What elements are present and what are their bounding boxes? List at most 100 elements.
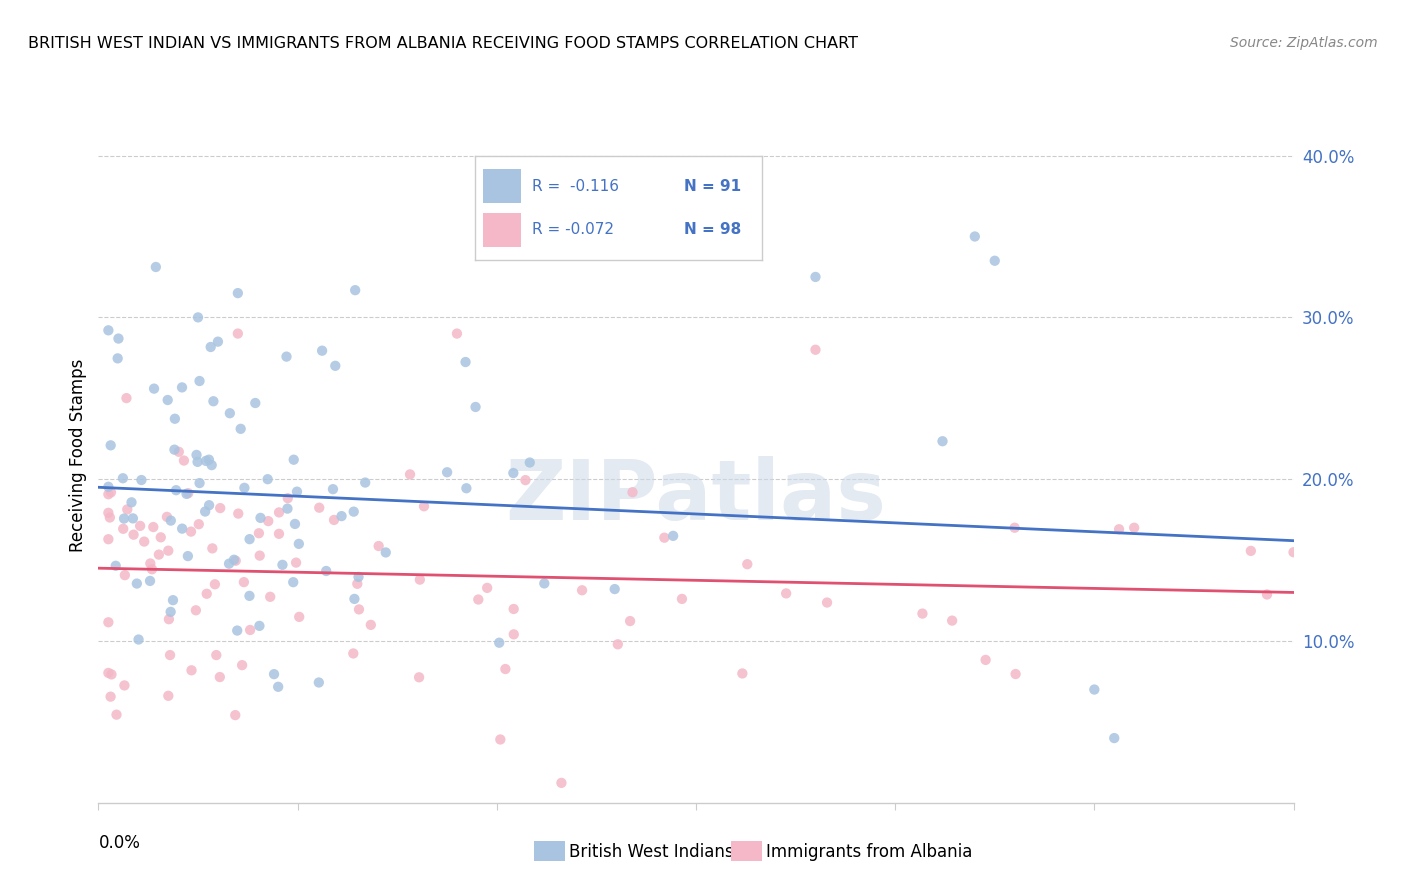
Point: [121, 495, 143, 509]
Point: [100, 485, 122, 500]
Point: [941, 614, 963, 628]
Point: [104, 558, 127, 573]
Point: [157, 543, 180, 558]
Point: [148, 548, 170, 562]
Text: British West Indians: British West Indians: [569, 843, 734, 861]
Text: BRITISH WEST INDIAN VS IMMIGRANTS FROM ALBANIA RECEIVING FOOD STAMPS CORRELATION: BRITISH WEST INDIAN VS IMMIGRANTS FROM A…: [28, 36, 858, 51]
Point: [330, 509, 353, 524]
Point: [263, 667, 285, 681]
Point: [911, 607, 934, 621]
Point: [464, 400, 486, 414]
Point: [163, 411, 186, 425]
Point: [111, 471, 134, 485]
Point: [662, 529, 685, 543]
Point: [775, 586, 797, 600]
Point: [277, 491, 299, 505]
Point: [218, 406, 240, 420]
Point: [139, 574, 162, 588]
Point: [224, 708, 246, 723]
Point: [159, 648, 181, 662]
Point: [408, 670, 430, 684]
Point: [360, 618, 382, 632]
Point: [156, 509, 179, 524]
Point: [205, 648, 228, 662]
Point: [1240, 544, 1263, 558]
Point: [159, 514, 181, 528]
Point: [165, 483, 187, 498]
Point: [107, 332, 129, 346]
Point: [97, 487, 120, 501]
Point: [204, 577, 226, 591]
Point: [100, 438, 122, 452]
Point: [515, 473, 537, 487]
Point: [249, 549, 271, 563]
Point: [157, 612, 180, 626]
Point: [201, 541, 224, 556]
Point: [180, 524, 202, 539]
Point: [202, 394, 225, 409]
Point: [226, 624, 249, 638]
Text: ZIPatlas: ZIPatlas: [506, 456, 886, 537]
Point: [374, 545, 396, 559]
Point: [731, 666, 754, 681]
Point: [115, 391, 138, 405]
Point: [259, 590, 281, 604]
Point: [177, 486, 200, 500]
Point: [1123, 521, 1146, 535]
Point: [621, 485, 644, 500]
Point: [249, 619, 271, 633]
Point: [671, 591, 693, 606]
Point: [209, 501, 232, 516]
Point: [257, 514, 280, 528]
Point: [343, 505, 366, 519]
Point: [97, 506, 120, 520]
Point: [97, 615, 120, 630]
Point: [1004, 667, 1026, 681]
Point: [475, 581, 498, 595]
Point: [157, 689, 180, 703]
Point: [446, 326, 468, 341]
Point: [122, 527, 145, 541]
Point: [187, 455, 209, 469]
Point: [344, 283, 367, 297]
Point: [494, 662, 516, 676]
Point: [170, 380, 193, 394]
Point: [502, 602, 524, 616]
Point: [249, 511, 271, 525]
Point: [815, 595, 838, 609]
Point: [105, 707, 128, 722]
Point: [1256, 587, 1278, 601]
Point: [201, 458, 224, 472]
Point: [285, 484, 308, 499]
Point: [271, 558, 294, 572]
Point: [232, 575, 254, 590]
Point: [198, 498, 221, 512]
Point: [519, 456, 541, 470]
Point: [571, 583, 593, 598]
Point: [207, 334, 229, 349]
Point: [283, 452, 305, 467]
Point: [283, 575, 305, 590]
Point: [226, 507, 249, 521]
Point: [308, 675, 330, 690]
Point: [1083, 682, 1105, 697]
Point: [218, 557, 240, 571]
Point: [114, 568, 136, 582]
Point: [163, 442, 186, 457]
Point: [654, 531, 676, 545]
Point: [198, 452, 221, 467]
Point: [342, 647, 364, 661]
Y-axis label: Receiving Food Stamps: Receiving Food Stamps: [69, 359, 87, 551]
Point: [100, 667, 122, 681]
Point: [488, 636, 510, 650]
Point: [984, 253, 1007, 268]
Point: [97, 323, 120, 337]
Point: [226, 326, 249, 341]
Point: [367, 539, 389, 553]
Point: [347, 570, 370, 584]
Point: [167, 444, 190, 458]
Point: [409, 573, 432, 587]
Point: [931, 434, 953, 449]
Point: [97, 533, 120, 547]
Point: [267, 505, 290, 519]
